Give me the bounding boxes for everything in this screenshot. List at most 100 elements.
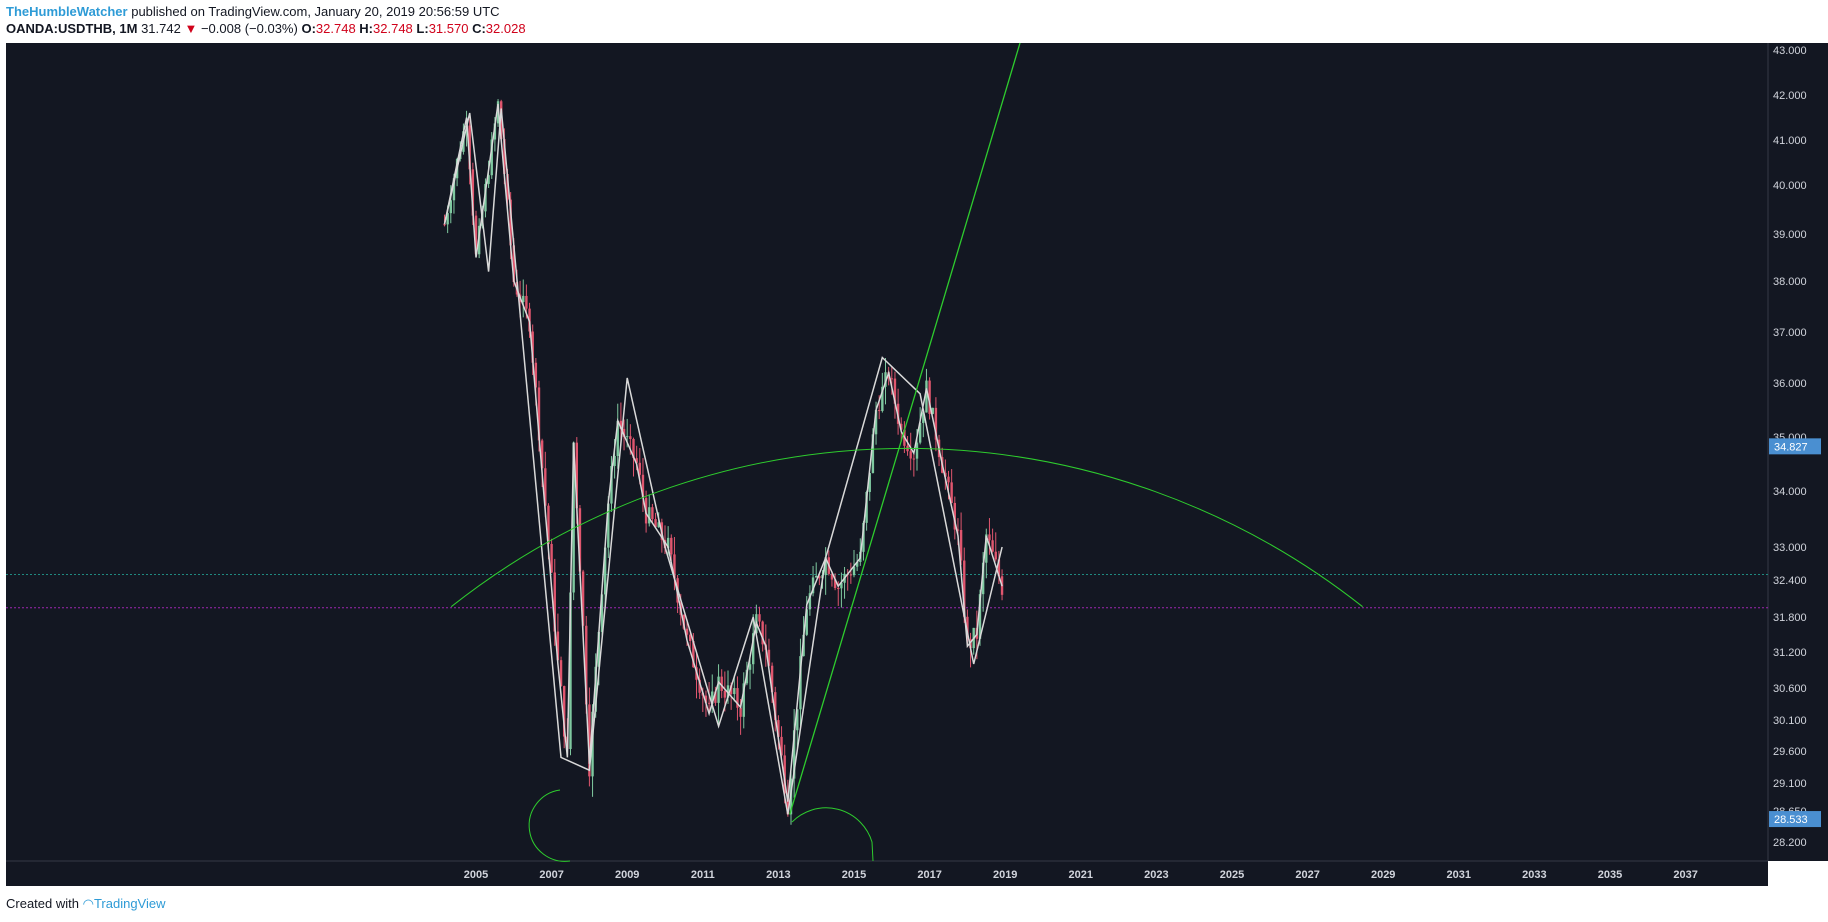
- candle-body: [758, 614, 761, 622]
- tradingview-logo-icon: ◠: [82, 896, 94, 911]
- x-tick-label: 2011: [691, 869, 715, 881]
- candle-body: [792, 730, 796, 779]
- candle-body: [991, 540, 994, 552]
- x-tick-labels: 2005 2007 2009 2011 2013 2015 2017 2019 2021 2023…: [464, 869, 1698, 881]
- candle-body: [666, 537, 670, 549]
- candle-body: [966, 616, 969, 640]
- candle-body: [537, 387, 541, 441]
- y-tick-label: 29.600: [1773, 746, 1807, 758]
- zigzag-line: [443, 103, 1003, 802]
- author-link[interactable]: TheHumbleWatcher: [6, 4, 128, 19]
- candle-body: [950, 482, 953, 503]
- x-tick-label: 2027: [1295, 869, 1319, 881]
- fib-arc-small: [791, 807, 874, 862]
- candle-body: [692, 640, 695, 668]
- candle-body: [774, 692, 777, 721]
- candle-body: [619, 420, 623, 429]
- candle-body: [578, 508, 582, 572]
- candle-body: [622, 428, 626, 438]
- y-tick-label: 31.200: [1773, 647, 1807, 659]
- time-axis[interactable]: [6, 861, 1768, 886]
- y-tick-label: 42.000: [1773, 90, 1807, 102]
- open-value: 32.748: [315, 21, 356, 36]
- x-tick-label: 2025: [1220, 869, 1244, 881]
- candle-body: [626, 436, 629, 438]
- candle-body: [522, 295, 525, 303]
- candle-body: [833, 579, 837, 589]
- x-tick-label: 2031: [1447, 869, 1471, 881]
- candle-body: [723, 690, 727, 698]
- candle-body: [651, 507, 654, 520]
- candle-body: [881, 386, 884, 411]
- candle-body: [556, 631, 560, 661]
- candle-body: [852, 566, 856, 576]
- candle-body: [997, 559, 1001, 577]
- candle-body: [736, 688, 739, 708]
- candle-body: [963, 560, 966, 617]
- price-tag: [1769, 438, 1821, 455]
- candle-body: [597, 631, 601, 667]
- candle-body: [928, 380, 931, 414]
- candle-body: [981, 562, 985, 595]
- candle-body: [777, 720, 780, 737]
- high-label: H:: [359, 21, 374, 36]
- candle-body: [654, 519, 657, 528]
- y-tick-label: 30.100: [1773, 715, 1807, 727]
- candle-body: [726, 685, 730, 698]
- candle-body: [670, 537, 673, 555]
- candle-body: [893, 378, 897, 404]
- y-tick-label: 37.000: [1773, 327, 1807, 339]
- candle-body: [613, 456, 616, 467]
- y-tick-label: 38.000: [1773, 276, 1807, 288]
- x-tick-label: 2035: [1598, 869, 1622, 881]
- y-tick-label: 30.600: [1773, 683, 1807, 695]
- change-value: −0.008 (−0.03%): [200, 21, 298, 36]
- fib-drawings: [450, 42, 1363, 862]
- candle-body: [805, 609, 808, 635]
- x-tick-label: 2005: [464, 869, 488, 881]
- candle-body: [837, 588, 840, 590]
- y-tick-label: 43.000: [1773, 45, 1807, 57]
- horizontal-lines: [6, 574, 1768, 609]
- candle-body: [500, 101, 503, 140]
- candle-body: [493, 123, 497, 140]
- symbol-label: OANDA:USDTHB, 1M: [6, 21, 138, 36]
- open-label: O:: [301, 21, 316, 36]
- candle-body: [490, 139, 493, 176]
- candle-body: [704, 695, 708, 703]
- fib-trend-line: [789, 42, 1021, 815]
- tradingview-brand-link[interactable]: TradingView: [93, 896, 166, 911]
- candle-body: [509, 199, 512, 246]
- candle-body: [449, 200, 452, 214]
- candle-body: [969, 639, 972, 649]
- candle-body: [581, 571, 585, 626]
- candle-body: [563, 686, 566, 737]
- candle-body: [824, 557, 827, 576]
- x-tick-label: 2015: [842, 869, 866, 881]
- candle-body: [588, 704, 591, 777]
- candle-body: [585, 625, 588, 705]
- candle-body: [956, 529, 960, 531]
- candle-body: [849, 574, 853, 576]
- fib-arc-large: [450, 447, 1363, 608]
- candle-body: [707, 702, 711, 704]
- candle-body: [487, 175, 490, 184]
- candle-body: [484, 183, 487, 212]
- close-label: C:: [472, 21, 486, 36]
- price-tag-label: 34.827: [1774, 441, 1808, 453]
- candle-body: [890, 378, 893, 380]
- candle-body: [729, 685, 733, 695]
- x-tick-label: 2023: [1144, 869, 1168, 881]
- candle-body: [616, 420, 619, 457]
- candle-body: [786, 793, 790, 815]
- candle-body: [594, 666, 597, 712]
- candle-body: [944, 472, 947, 477]
- candle-body: [994, 551, 997, 560]
- candle-body: [468, 125, 471, 170]
- candle-body: [922, 412, 925, 424]
- candle-body: [657, 522, 660, 528]
- candle-body: [874, 410, 878, 435]
- price-tag-label: 28.533: [1774, 814, 1808, 826]
- low-value: 31.570: [428, 21, 469, 36]
